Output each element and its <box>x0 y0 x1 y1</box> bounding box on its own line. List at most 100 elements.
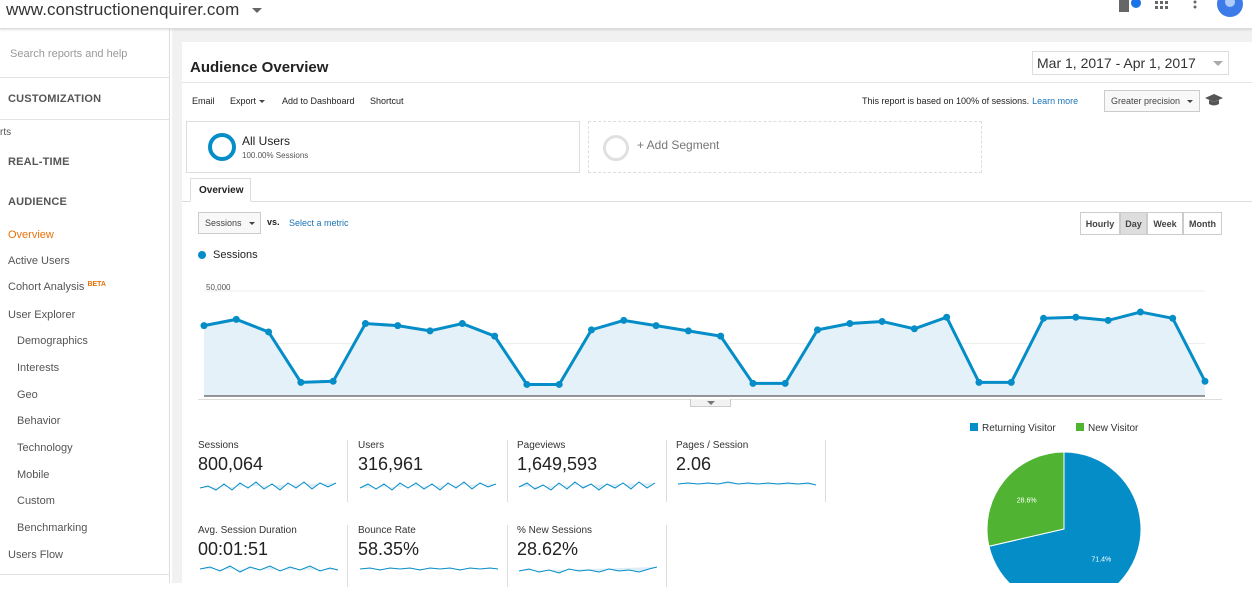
graduation-cap-icon[interactable] <box>1204 93 1224 107</box>
data-point[interactable] <box>1104 316 1112 324</box>
period-day-button[interactable]: Day <box>1120 212 1147 235</box>
data-point[interactable] <box>200 322 208 330</box>
data-point[interactable] <box>781 379 789 387</box>
sidebar-item-geo[interactable]: Geo <box>17 389 38 401</box>
sidebar-item-demographics[interactable]: Demographics <box>17 335 88 347</box>
metric-value: 58.35% <box>358 539 420 559</box>
data-point[interactable] <box>491 332 499 340</box>
data-point[interactable] <box>620 316 628 324</box>
data-point[interactable] <box>297 378 305 386</box>
account-avatar-icon[interactable] <box>1216 0 1244 18</box>
data-point[interactable] <box>975 378 983 386</box>
metric-tile-avg-session-duration[interactable]: Avg. Session Duration 00:01:51 <box>198 525 348 593</box>
data-point[interactable] <box>717 332 725 340</box>
chevron-down-icon <box>1187 100 1193 103</box>
data-point[interactable] <box>232 315 240 323</box>
pie-slice[interactable] <box>988 451 1142 583</box>
apps-grid-icon[interactable] <box>1155 0 1169 10</box>
metric-select[interactable]: Sessions <box>198 212 261 234</box>
period-hourly-button[interactable]: Hourly <box>1080 212 1120 235</box>
chevron-down-icon <box>249 222 255 225</box>
data-point[interactable] <box>265 328 273 336</box>
data-point[interactable] <box>1136 308 1144 316</box>
metric-label: Pages / Session <box>676 440 749 451</box>
precision-select[interactable]: Greater precision <box>1104 90 1200 112</box>
date-range-picker[interactable]: Mar 1, 2017 - Apr 1, 2017 <box>1032 51 1229 75</box>
select-metric-link[interactable]: Select a metric <box>289 218 349 228</box>
data-point[interactable] <box>749 379 757 387</box>
pie-slice[interactable] <box>986 451 1065 547</box>
data-point[interactable] <box>910 325 918 333</box>
add-segment-button[interactable]: + Add Segment <box>588 121 982 173</box>
data-point[interactable] <box>1007 378 1015 386</box>
sidebar-item-interests[interactable]: Interests <box>17 362 60 374</box>
export-button[interactable]: Export <box>230 96 266 106</box>
property-selector[interactable]: www.constructionenquirer.com <box>6 0 240 19</box>
data-point[interactable] <box>1040 314 1048 322</box>
data-point[interactable] <box>329 377 337 385</box>
date-range-label: Mar 1, 2017 - Apr 1, 2017 <box>1037 55 1196 71</box>
data-point[interactable] <box>523 380 531 388</box>
period-week-button[interactable]: Week <box>1147 212 1183 235</box>
divider <box>507 440 508 502</box>
metric-label: Users <box>358 440 385 451</box>
metric-tile-pageviews[interactable]: Pageviews 1,649,593 <box>517 440 667 508</box>
sidebar-realtime[interactable]: REAL-TIME <box>8 156 70 168</box>
sidebar-item-user-explorer[interactable]: User Explorer <box>8 309 76 321</box>
shortcut-button[interactable]: Shortcut <box>370 96 404 106</box>
sidebar-item-overview[interactable]: Overview <box>8 229 54 241</box>
sidebar-audience[interactable]: AUDIENCE <box>8 196 68 208</box>
data-point[interactable] <box>684 327 692 335</box>
metric-tile-new-sessions[interactable]: % New Sessions 28.62% <box>517 525 667 593</box>
data-point[interactable] <box>652 322 660 330</box>
sidebar-item-custom[interactable]: Custom <box>17 495 55 507</box>
beta-badge: BETA <box>87 281 106 288</box>
sidebar-item-users-flow[interactable]: Users Flow <box>8 549 64 561</box>
data-point[interactable] <box>878 317 886 325</box>
data-point[interactable] <box>555 380 563 388</box>
data-point[interactable] <box>394 322 402 330</box>
period-month-button[interactable]: Month <box>1183 212 1222 235</box>
collapse-chart-toggle[interactable] <box>690 399 731 407</box>
sidebar-item-behavior[interactable]: Behavior <box>17 415 61 427</box>
sidebar-item-active-users[interactable]: Active Users <box>8 255 70 267</box>
data-point[interactable] <box>426 327 434 335</box>
chevron-down-icon[interactable] <box>252 8 262 13</box>
more-vert-icon[interactable] <box>1192 0 1198 10</box>
segment-name: All Users <box>242 134 291 148</box>
email-button[interactable]: Email <box>192 96 215 106</box>
sidebar-item-mobile[interactable]: Mobile <box>17 469 50 481</box>
tab-overview[interactable]: Overview <box>190 178 251 202</box>
metric-value: 28.62% <box>517 539 579 559</box>
sidebar-item-cohort-analysis[interactable]: Cohort Analysis BETA <box>8 281 106 293</box>
data-point[interactable] <box>1201 377 1209 385</box>
data-point[interactable] <box>361 320 369 328</box>
segment-all-users[interactable]: All Users 100.00% Sessions <box>186 121 580 173</box>
data-point[interactable] <box>1169 314 1177 322</box>
sidebar-item-benchmarking[interactable]: Benchmarking <box>17 522 88 534</box>
data-point[interactable] <box>587 326 595 334</box>
metric-tile-bounce-rate[interactable]: Bounce Rate 58.35% <box>358 525 508 593</box>
metric-tile-pages-per-session[interactable]: Pages / Session 2.06 <box>676 440 826 508</box>
data-point[interactable] <box>943 313 951 321</box>
chart-legend-label[interactable]: Sessions <box>213 249 258 261</box>
add-to-dashboard-button[interactable]: Add to Dashboard <box>282 96 355 106</box>
search-input[interactable]: Search reports and help <box>10 48 128 60</box>
data-point[interactable] <box>814 326 822 334</box>
report-panel: Audience Overview Mar 1, 2017 - Apr 1, 2… <box>182 42 1252 587</box>
metric-tile-sessions[interactable]: Sessions 800,064 <box>198 440 348 508</box>
metric-label: Sessions <box>198 440 239 451</box>
sidebar-customization[interactable]: CUSTOMIZATION <box>8 93 102 105</box>
bell-icon[interactable] <box>1116 0 1142 14</box>
legend-swatch <box>198 251 206 259</box>
pie-legend-returning[interactable]: Returning Visitor <box>970 423 1056 434</box>
learn-more-link[interactable]: Learn more <box>1032 96 1079 106</box>
pie-legend-new[interactable]: New Visitor <box>1076 423 1138 434</box>
sidebar-item-technology[interactable]: Technology <box>17 442 73 454</box>
metric-tile-users[interactable]: Users 316,961 <box>358 440 508 508</box>
data-point[interactable] <box>1072 313 1080 321</box>
data-point[interactable] <box>846 320 854 328</box>
data-point[interactable] <box>458 320 466 328</box>
sessions-chart[interactable]: 50,00025,000...Mar 8Mar 15Mar 22Mar 29 <box>182 270 1242 400</box>
visitor-type-pie-chart[interactable]: 71.4% 28.6% <box>982 447 1152 583</box>
